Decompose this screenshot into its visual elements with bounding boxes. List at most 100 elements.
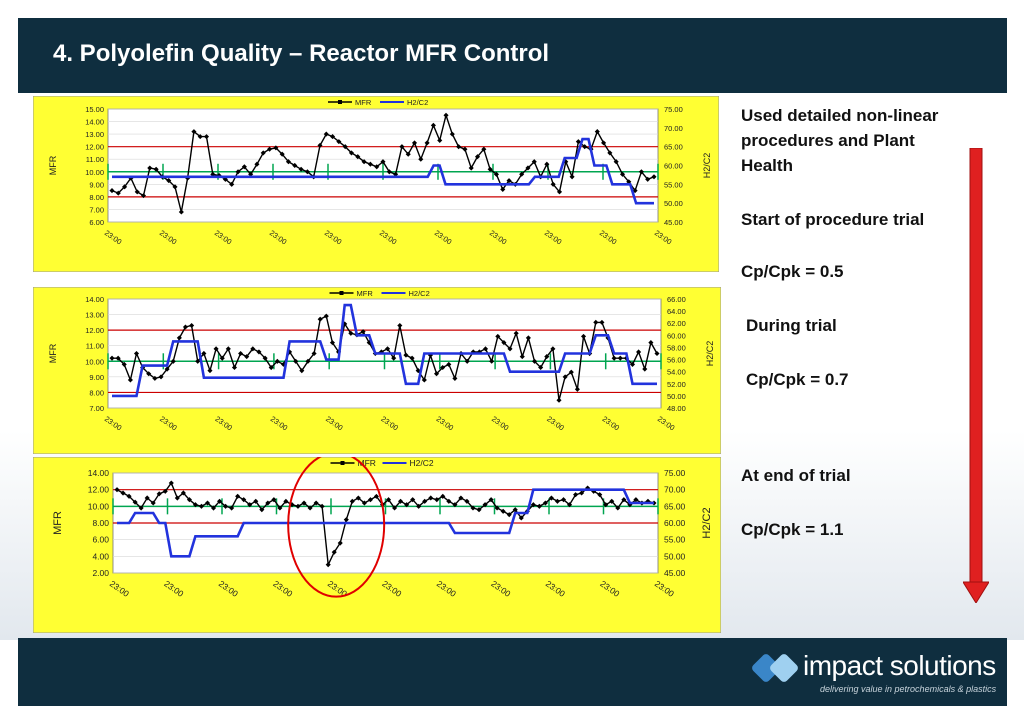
mfr-point [385,346,391,352]
footer-bar: impact solutions delivering value in pet… [18,638,1007,706]
mfr-point [292,162,298,169]
y2-tick-label: 55.00 [664,180,683,189]
y2-tick-label: 64.00 [667,307,686,316]
y-tick-label: 11.00 [86,155,104,164]
y-tick-label: 13.00 [85,311,104,320]
mfr-point [293,358,299,364]
chart-panel-during: 7.00 8.00 9.00 10.00 11.00 12.00 13.00 14.00 48.… [33,287,721,454]
legend-h2c2-label: H2/C2 [410,458,434,468]
y-tick-label: 14.00 [88,468,110,478]
y2-tick-label: 58.00 [667,343,686,352]
mfr-point [519,354,525,360]
down-arrow-icon [963,148,989,603]
h2c2-series-line [117,488,654,558]
y2-tick-label: 56.00 [667,356,686,365]
y2-tick-label: 50.00 [664,199,683,208]
note-during-trial: During trial [746,316,837,335]
mfr-point [109,188,115,194]
legend-mfr-marker [338,100,342,104]
legend-mfr-label: MFR [355,98,372,107]
y-tick-label: 10.00 [88,501,110,511]
y2-tick-label: 65.00 [664,501,686,511]
mfr-point [487,166,493,172]
mfr-point [268,364,274,371]
mfr-point [337,540,343,546]
y2-axis-label: H2/C2 [702,153,712,179]
mfr-point [250,346,256,352]
chart-svg-0: 6.00 7.00 8.00 9.00 10.00 11.00 12.00 13.00 14.0… [33,96,719,272]
chart-panel-end: 2.00 4.00 6.00 8.00 10.00 12.00 14.00 45.00 50.0… [33,457,721,633]
y2-tick-label: 48.00 [667,404,686,413]
mfr-point [317,316,323,322]
y-tick-label: 10.00 [85,357,104,366]
mfr-point [166,178,172,184]
note-cpk-start: Cp/Cpk = 0.5 [741,262,844,281]
legend-mfr-label: MFR [358,458,376,468]
legend-mfr-label: MFR [357,289,374,298]
mfr-point [489,358,495,364]
y2-tick-label: 45.00 [664,218,683,227]
y2-tick-label: 75.00 [664,468,686,478]
note-cpk-end: Cp/Cpk = 1.1 [741,520,844,539]
y2-tick-label: 60.00 [667,331,686,340]
y2-tick-label: 66.00 [667,295,686,304]
y-tick-label: 9.00 [89,373,104,382]
y2-tick-label: 75.00 [664,105,683,114]
y-tick-label: 8.00 [89,193,104,202]
mfr-point [374,164,380,170]
y-axis-label: MFR [52,511,64,535]
h2c2-series-line [112,137,654,205]
y-tick-label: 2.00 [92,568,109,578]
mfr-point [279,151,285,157]
y-tick-label: 7.00 [89,404,104,413]
mfr-point [548,495,554,501]
mfr-point [172,184,178,190]
mfr-point [544,161,550,167]
mfr-point [329,340,335,346]
company-logo: impact solutions delivering value in pet… [733,648,1003,698]
y2-tick-label: 52.00 [667,380,686,389]
mfr-point [373,493,379,499]
mfr-point [192,502,198,508]
mfr-point [613,159,619,165]
mfr-point [244,354,250,360]
y2-tick-label: 60.00 [664,162,683,171]
note-procedure: Used detailed non-linear procedures and … [741,106,939,175]
mfr-point [203,134,210,140]
mfr-point [158,374,164,380]
y2-tick-label: 55.00 [664,535,686,545]
legend-h2c2-label: H2/C2 [407,98,428,107]
mfr-point [464,498,470,504]
y2-tick-label: 60.00 [664,518,686,528]
mfr-point [109,355,115,361]
y2-tick-label: 70.00 [664,485,686,495]
y-tick-label: 4.00 [92,551,109,561]
y-tick-label: 10.00 [85,168,104,177]
y2-axis-label: H2/C2 [701,507,713,538]
mfr-point [410,497,416,503]
y-tick-label: 14.00 [85,118,104,127]
y2-tick-label: 65.00 [664,143,683,152]
h2c2-series-line [112,303,657,398]
mfr-point [418,156,424,162]
y-tick-label: 6.00 [89,218,104,227]
y2-tick-label: 54.00 [667,368,686,377]
mfr-point [178,209,184,215]
logo-diamond-icon-2 [768,652,800,684]
legend-mfr-marker [339,291,344,295]
y2-tick-label: 45.00 [664,568,686,578]
y-tick-label: 12.00 [88,485,110,495]
mfr-point [531,159,537,165]
mfr-point [311,350,317,357]
y2-axis-label: H2/C2 [705,341,715,367]
y-tick-label: 7.00 [89,205,104,214]
y-tick-label: 15.00 [85,105,104,114]
mfr-point [348,330,354,336]
mfr-point [433,371,440,377]
mfr-point [147,165,153,171]
mfr-point [615,505,621,511]
mfr-point [452,375,458,381]
mfr-point [468,165,474,171]
mfr-point [191,129,197,135]
y-tick-label: 12.00 [85,143,104,152]
